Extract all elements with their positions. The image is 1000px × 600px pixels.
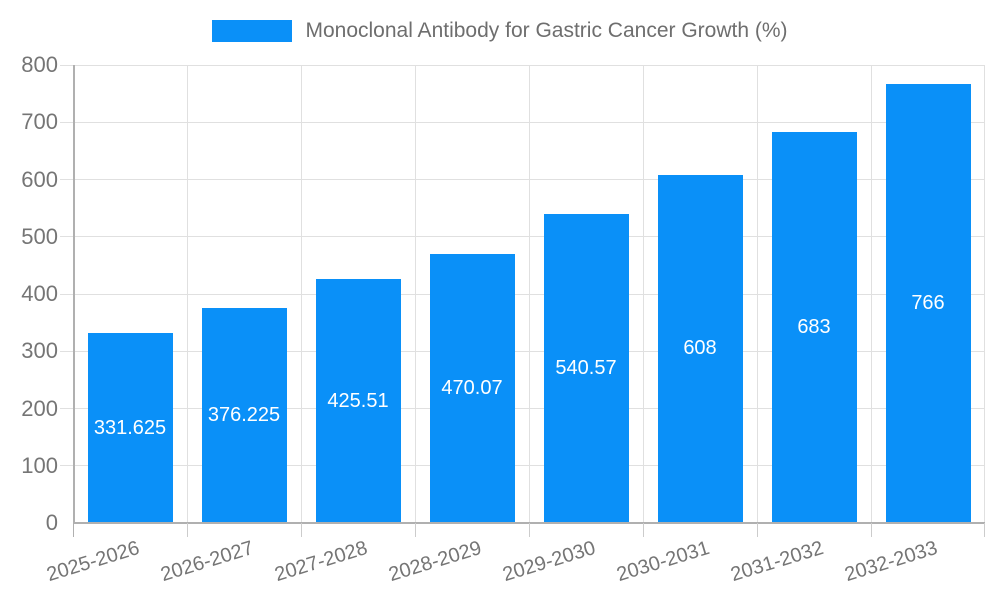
x-axis-tick [415, 523, 416, 537]
y-axis-tick-label: 400 [21, 281, 58, 306]
bar-value-label: 683 [797, 315, 831, 338]
x-axis-tick [73, 523, 74, 537]
bar: 683 [771, 131, 857, 523]
y-axis-tick-label: 800 [21, 52, 58, 77]
x-axis-category-label: 2032-2033 [842, 537, 941, 587]
bar: 766 [885, 84, 971, 523]
x-axis-tick [187, 523, 188, 537]
x-axis-category-label: 2030-2031 [614, 537, 713, 587]
bar-value-label: 425.51 [327, 389, 389, 412]
bar: 608 [657, 174, 743, 523]
y-axis-tick-label: 0 [45, 510, 58, 535]
chart-legend: Monoclonal Antibody for Gastric Cancer G… [0, 19, 1000, 43]
bar: 425.51 [315, 279, 401, 523]
bar: 331.625 [87, 333, 173, 523]
x-axis-tick [757, 523, 758, 537]
bar: 470.07 [429, 253, 515, 523]
bar: 376.225 [201, 307, 287, 523]
bar-value-label: 376.225 [207, 403, 281, 426]
x-axis-tick [984, 523, 985, 537]
x-gridline [415, 65, 416, 523]
y-axis-tick-label: 300 [21, 338, 58, 364]
x-gridline [757, 65, 758, 523]
x-axis-category-label: 2029-2030 [500, 537, 599, 587]
y-gridline [60, 64, 985, 66]
y-gridline [60, 236, 985, 238]
y-axis-tick-label: 200 [21, 395, 58, 421]
bar-value-label: 331.625 [93, 416, 167, 439]
x-axis-tick [643, 523, 644, 537]
bar-value-label: 470.07 [441, 376, 503, 399]
bar-value-label: 540.57 [555, 356, 617, 379]
x-axis-category-label: 2025-2026 [44, 537, 143, 587]
x-axis-category-label: 2026-2027 [158, 537, 257, 587]
x-gridline [984, 65, 985, 523]
y-gridline [60, 465, 985, 467]
y-gridline [60, 179, 985, 180]
x-gridline [871, 65, 872, 523]
y-axis-tick-label: 700 [21, 109, 58, 135]
y-gridline [60, 350, 985, 352]
y-gridline [60, 121, 985, 123]
y-axis-tick-label: 600 [21, 166, 58, 192]
x-gridline [529, 65, 530, 523]
y-axis-tick-label: 100 [21, 452, 58, 478]
y-axis-tick-label: 500 [21, 223, 58, 249]
x-axis-tick [301, 523, 302, 537]
x-axis-tick [871, 523, 872, 537]
y-gridline [60, 293, 985, 295]
x-axis-category-label: 2031-2032 [728, 537, 827, 587]
x-gridline [187, 65, 188, 523]
bar: 540.57 [543, 213, 629, 523]
y-axis-line [73, 65, 75, 523]
x-gridline [643, 65, 644, 523]
bar-value-label: 608 [683, 337, 717, 360]
y-gridline [60, 408, 985, 409]
x-axis-tick [529, 523, 530, 537]
legend-swatch [212, 20, 293, 42]
x-gridline [301, 65, 302, 523]
bar-value-label: 766 [911, 292, 945, 315]
legend-label: Monoclonal Antibody for Gastric Cancer G… [305, 19, 788, 42]
x-axis-category-label: 2027-2028 [272, 537, 371, 587]
x-axis-category-label: 2028-2029 [386, 537, 485, 587]
plot-area: 331.625 376.225 425.51 470.07 540.57 608 683 76… [45, 64, 985, 586]
